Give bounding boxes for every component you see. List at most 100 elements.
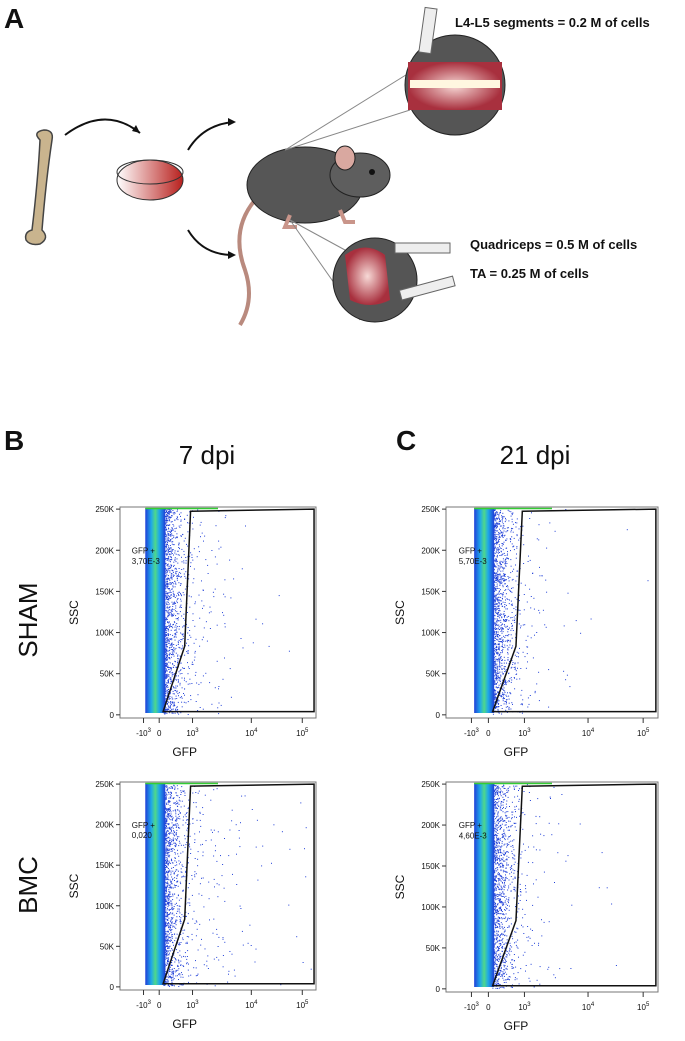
y-tick-label: 0 [436, 985, 441, 994]
gate-label: GFP + [459, 821, 483, 830]
y-tick-label: 250K [421, 780, 440, 789]
x-tick-label: 105 [296, 1000, 309, 1010]
x-tick-label: -103 [464, 728, 480, 738]
x-tick-label: 0 [157, 1001, 162, 1010]
x-tick-base: 10 [245, 729, 254, 738]
x-tick-base: 10 [245, 1001, 254, 1010]
panel-label: C [396, 425, 416, 456]
y-tick-label: 50K [100, 670, 115, 679]
y-tick-label: 100K [421, 629, 440, 638]
gate [162, 783, 315, 985]
x-tick-exp: 4 [591, 728, 595, 734]
x-tick-label: 103 [518, 728, 531, 738]
y-tick-label: 150K [95, 861, 114, 870]
gate-label: GFP + [132, 546, 156, 555]
event-dots [492, 509, 649, 715]
x-axis-label: GFP [504, 1019, 529, 1033]
y-tick-label: 200K [421, 821, 440, 830]
x-tick-base: -10 [136, 729, 148, 738]
x-tick-base: -10 [464, 1003, 476, 1012]
x-tick-base: 10 [186, 1001, 195, 1010]
x-tick-base: 0 [157, 1001, 162, 1010]
x-tick-exp: 3 [527, 1002, 531, 1008]
gate-label: GFP + [459, 546, 483, 555]
event-band [474, 783, 495, 987]
y-tick-label: 0 [110, 983, 115, 992]
x-tick-label: 0 [486, 729, 491, 738]
x-axis-label: GFP [504, 745, 529, 759]
y-tick-label: 200K [95, 821, 114, 830]
x-tick-label: 105 [637, 1002, 650, 1012]
y-tick-label: 250K [95, 780, 114, 789]
row-label: SHAM [13, 582, 43, 657]
x-tick-exp: 5 [305, 728, 309, 734]
x-tick-base: 0 [486, 1003, 491, 1012]
x-tick-label: -103 [136, 728, 152, 738]
x-axis-label: GFP [172, 745, 197, 759]
x-tick-label: 105 [637, 728, 650, 738]
y-axis-label: SSC [393, 600, 407, 625]
x-tick-base: 10 [186, 729, 195, 738]
x-tick-base: -10 [136, 1001, 148, 1010]
x-tick-base: 10 [518, 729, 527, 738]
event-band [145, 508, 166, 713]
y-tick-label: 150K [421, 587, 440, 596]
gate-label: GFP + [132, 821, 156, 830]
x-tick-exp: 3 [148, 1000, 152, 1006]
x-tick-label: 104 [245, 728, 258, 738]
x-tick-base: 10 [582, 1003, 591, 1012]
y-tick-label: 50K [426, 944, 441, 953]
y-tick-label: 0 [110, 711, 115, 720]
gate-value: 5,70E-3 [459, 557, 488, 566]
row-label: BMC [13, 856, 43, 914]
x-tick-base: 10 [296, 729, 305, 738]
gate-value: 0,020 [132, 831, 153, 840]
x-tick-exp: 3 [476, 1002, 480, 1008]
x-tick-exp: 3 [148, 728, 152, 734]
illustration [24, 6, 506, 327]
panel-label: B [4, 425, 24, 456]
y-axis-label: SSC [67, 600, 81, 625]
x-tick-label: 104 [245, 1000, 258, 1010]
event-band [145, 783, 166, 985]
gate [162, 508, 315, 713]
x-tick-exp: 3 [527, 728, 531, 734]
gate [491, 508, 657, 713]
y-tick-label: 0 [436, 711, 441, 720]
y-tick-label: 150K [95, 587, 114, 596]
x-tick-base: 0 [486, 729, 491, 738]
y-tick-label: 100K [95, 902, 114, 911]
y-axis-label: SSC [67, 873, 81, 898]
y-tick-label: 250K [421, 505, 440, 514]
y-axis-label: SSC [393, 874, 407, 899]
x-tick-base: -10 [464, 729, 476, 738]
x-tick-base: 10 [637, 1003, 646, 1012]
y-tick-label: 100K [95, 629, 114, 638]
panel-label: A [4, 3, 24, 34]
x-tick-exp: 4 [254, 1000, 258, 1006]
x-tick-exp: 5 [305, 1000, 309, 1006]
x-tick-base: 10 [637, 729, 646, 738]
x-tick-exp: 5 [646, 728, 650, 734]
y-tick-label: 250K [95, 505, 114, 514]
annotation: L4-L5 segments = 0.2 M of cells [455, 15, 650, 30]
column-title: 7 dpi [179, 440, 235, 470]
x-tick-exp: 5 [646, 1002, 650, 1008]
annotation: Quadriceps = 0.5 M of cells [470, 237, 637, 252]
gate [491, 783, 657, 987]
x-tick-exp: 3 [195, 1000, 199, 1006]
x-tick-exp: 3 [195, 728, 199, 734]
x-axis-label: GFP [172, 1017, 197, 1031]
x-tick-exp: 4 [591, 1002, 595, 1008]
x-tick-base: 10 [518, 1003, 527, 1012]
x-tick-label: 0 [486, 1003, 491, 1012]
x-tick-label: 103 [186, 728, 199, 738]
y-tick-label: 150K [421, 862, 440, 871]
x-tick-base: 0 [157, 729, 162, 738]
